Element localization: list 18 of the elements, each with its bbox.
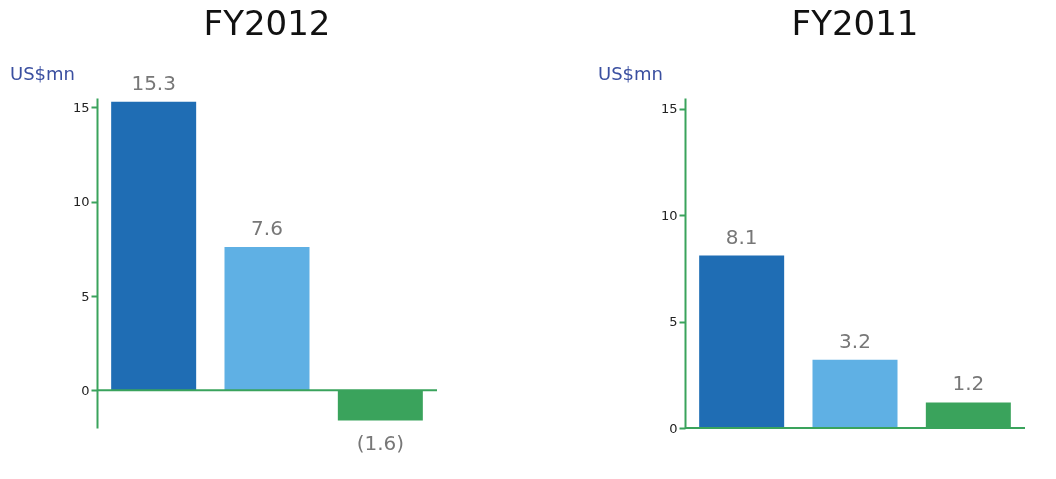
data-label: 1.2	[952, 371, 985, 396]
y-tick-label: 15	[660, 101, 678, 117]
data-label: 8.1	[725, 224, 758, 249]
y-tick-label: 5	[669, 314, 678, 330]
y-axis-title: US$mn	[598, 63, 663, 84]
y-tick-label: 0	[81, 382, 90, 398]
y-tick-label: 10	[72, 194, 90, 210]
data-label: 15.3	[131, 70, 176, 95]
y-tick-label: 10	[660, 207, 678, 223]
y-tick-label: 15	[72, 99, 90, 115]
data-label: (1.6)	[356, 431, 405, 456]
y-tick-label: 5	[81, 288, 90, 304]
y-tick-label: 0	[669, 420, 678, 436]
chart-title: FY2012	[203, 3, 331, 43]
data-label: 3.2	[839, 328, 871, 353]
chart-title: FY2011	[791, 3, 919, 43]
data-label: 7.6	[251, 215, 283, 240]
y-axis-title: US$mn	[10, 63, 75, 84]
